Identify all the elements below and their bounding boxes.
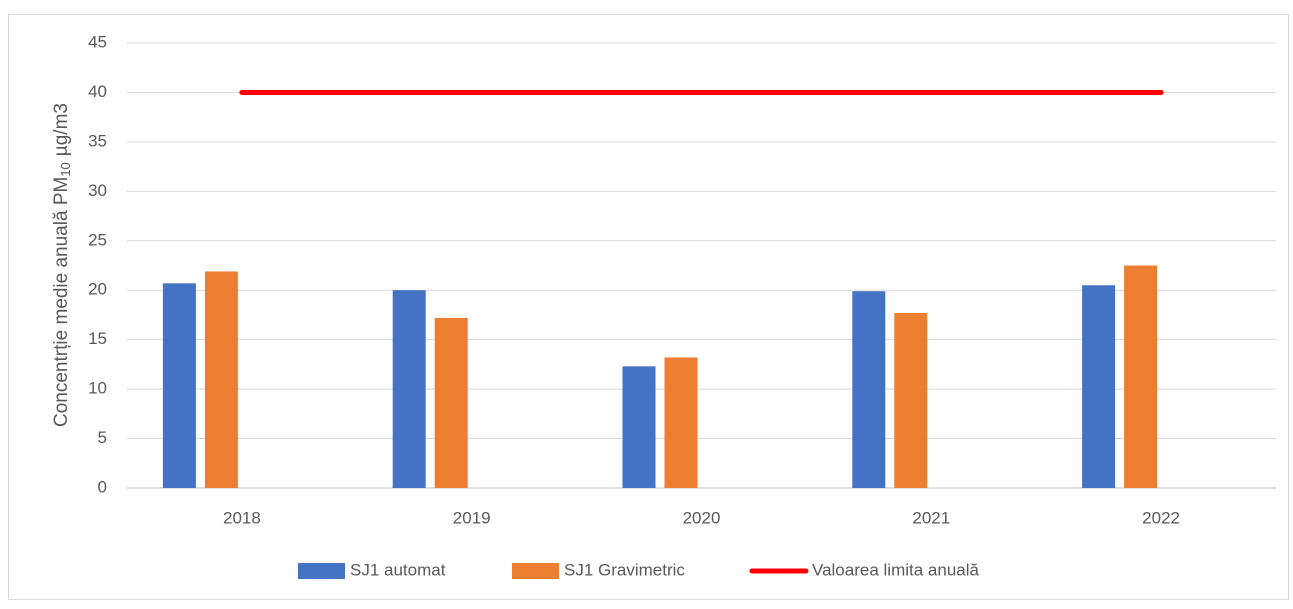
bar [852, 291, 886, 488]
x-tick-label: 2021 [912, 508, 950, 527]
x-tick-label: 2020 [683, 508, 721, 527]
y-tick-label: 45 [88, 32, 107, 51]
y-tick-label: 40 [88, 82, 107, 101]
y-tick-label: 20 [88, 280, 107, 299]
x-tick-label: 2022 [1142, 508, 1180, 527]
legend-label: Valoarea limita anuală [812, 560, 979, 579]
legend-swatch [298, 563, 345, 579]
bar [392, 290, 426, 488]
y-axis-label: Concentrție medie anuală PM10 µg/m3 [51, 103, 73, 427]
x-tick-label: 2018 [223, 508, 261, 527]
bar [622, 366, 656, 488]
y-label-unit: µg/m3 [51, 103, 72, 156]
bar [162, 283, 196, 488]
bar [434, 317, 468, 488]
legend-swatch [512, 563, 559, 579]
bar [894, 312, 928, 488]
y-tick-label: 35 [88, 131, 107, 150]
bar [664, 357, 698, 488]
y-tick-label: 15 [88, 329, 107, 348]
y-label-text: Concentrție medie anuală PM [51, 177, 72, 427]
x-tick-label: 2019 [453, 508, 491, 527]
bar [1124, 265, 1158, 488]
bar [204, 271, 238, 488]
bar [1082, 285, 1116, 488]
y-tick-label: 0 [98, 477, 107, 496]
y-tick-label: 25 [88, 230, 107, 249]
legend-label: SJ1 Gravimetric [564, 560, 685, 579]
y-tick-label: 30 [88, 181, 107, 200]
y-tick-label: 10 [88, 379, 107, 398]
y-tick-label: 5 [98, 428, 107, 447]
legend-label: SJ1 automat [350, 560, 446, 579]
y-label-subscript: 10 [58, 162, 73, 176]
